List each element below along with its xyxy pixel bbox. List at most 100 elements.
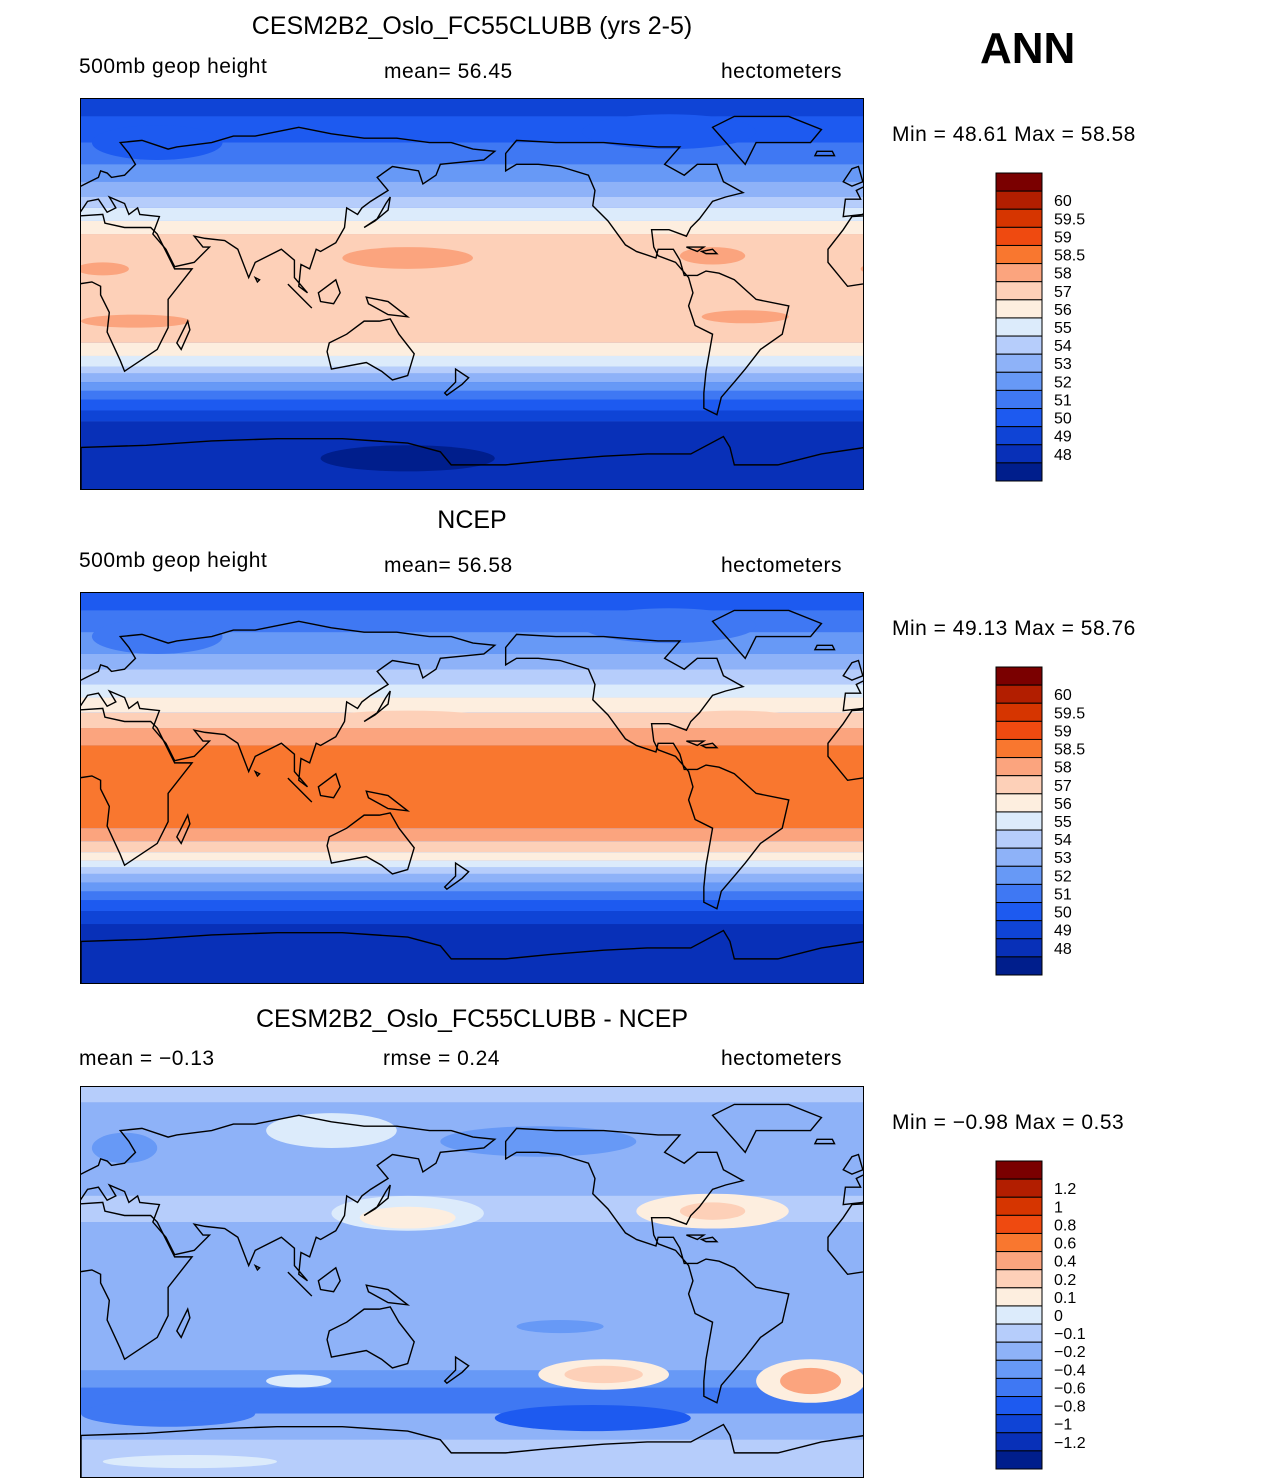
- contour-band-11: [81, 366, 863, 374]
- colorbar-label-9: 53: [1054, 356, 1072, 373]
- contour-band-13: [81, 860, 863, 868]
- colorbar-label-6: 56: [1054, 302, 1072, 319]
- colorbar-label-0: 60: [1054, 193, 1072, 210]
- contour-band-12: [81, 852, 863, 861]
- colorbar-box-10: [995, 1341, 1043, 1361]
- coastline-14: [177, 321, 190, 349]
- obs-map: [80, 592, 864, 984]
- model-map-plot: [81, 99, 863, 489]
- contour-blob-8: [564, 1365, 643, 1384]
- contour-band-15: [81, 399, 863, 411]
- colorbar-box-3: [995, 1214, 1043, 1234]
- colorbar-label-10: 52: [1054, 374, 1072, 391]
- contour-band-8: [81, 234, 863, 343]
- colorbar-label-6: 56: [1054, 796, 1072, 813]
- model-colorbar: 60 59.5 59 58.5 58 57 56 55 54 53 52 51 50 49 48: [995, 172, 1116, 483]
- coastline-0: [81, 1202, 192, 1359]
- colorbar-box-7: [995, 1287, 1043, 1307]
- contour-band-5: [81, 197, 863, 208]
- contour-band-4: [81, 181, 863, 197]
- coastline-13: [815, 645, 835, 649]
- colorbar-box-13: [995, 1396, 1043, 1416]
- contour-blob-1: [581, 608, 757, 644]
- colorbar-box-4: [995, 738, 1043, 759]
- diff-map-plot: [81, 1087, 863, 1477]
- panel-mean-label: mean = −0.13: [79, 1047, 215, 1070]
- coastline-5: [318, 280, 340, 304]
- colorbar-label-4: 0.4: [1054, 1254, 1076, 1271]
- colorbar-label-11: 51: [1054, 392, 1072, 409]
- coastline-5: [318, 774, 340, 798]
- panel-title-obs: NCEP: [437, 506, 507, 534]
- colorbar-label-3: 58.5: [1054, 742, 1085, 759]
- coastline-4: [288, 778, 312, 802]
- panel-units-label: hectometers: [721, 60, 843, 83]
- coastline-5: [318, 1268, 340, 1292]
- contour-band-11: [81, 841, 863, 853]
- colorbar-box-1: [995, 1178, 1043, 1198]
- colorbar-label-2: 59: [1054, 229, 1072, 246]
- colorbar-box-11: [995, 1359, 1043, 1379]
- colorbar-label-5: 57: [1054, 284, 1072, 301]
- colorbar-label-14: −1.2: [1054, 1435, 1086, 1452]
- colorbar-label-14: 48: [1054, 941, 1072, 958]
- colorbar-box-14: [995, 1414, 1043, 1434]
- contour-band-4: [81, 1370, 863, 1388]
- colorbar-box-5: [995, 757, 1043, 777]
- colorbar-label-10: −0.4: [1054, 1362, 1086, 1379]
- coastline-1: [81, 1115, 495, 1281]
- colorbar-box-9: [995, 829, 1043, 849]
- colorbar-box-8: [995, 1305, 1043, 1325]
- contour-band-13: [81, 382, 863, 391]
- colorbar-label-3: 58.5: [1054, 248, 1085, 265]
- colorbar-box-15: [995, 938, 1043, 958]
- colorbar-label-8: −0.1: [1054, 1326, 1086, 1343]
- coastline-15: [255, 772, 259, 776]
- contour-blob-2: [81, 262, 129, 276]
- colorbar-box-13: [995, 408, 1043, 428]
- contour-band-14: [81, 867, 863, 874]
- contour-blob-3: [81, 314, 190, 328]
- colorbar-label-5: 0.2: [1054, 1272, 1076, 1289]
- colorbar-box-6: [995, 1269, 1043, 1289]
- colorbar-box-1: [995, 190, 1043, 210]
- colorbar-box-2: [995, 702, 1043, 722]
- contour-blob-10: [780, 1367, 842, 1395]
- contour-blob-14: [102, 1455, 278, 1469]
- panel-mean-label: mean= 56.45: [384, 60, 513, 83]
- panel-units-label: hectometers: [721, 554, 843, 577]
- contour-blob-13: [81, 1400, 256, 1427]
- colorbar-box-4: [995, 244, 1043, 265]
- coastline-12: [713, 610, 822, 658]
- colorbar-label-12: −0.8: [1054, 1399, 1086, 1416]
- season-label: ANN: [980, 24, 1076, 73]
- colorbar-box-14: [995, 426, 1043, 446]
- contour-blob-6: [440, 1126, 637, 1157]
- contour-band-8: [81, 728, 863, 746]
- contour-blob-5: [91, 125, 223, 160]
- coastline-0: [81, 708, 192, 865]
- obs-colorbar: 60 59.5 59 58.5 58 57 56 55 54 53 52 51 50 49 48: [995, 666, 1116, 977]
- diff-map: [80, 1086, 864, 1478]
- colorbar-box-3: [995, 720, 1043, 740]
- coastline-16: [81, 931, 864, 984]
- contour-band-16: [81, 410, 863, 422]
- colorbar-box-0: [995, 172, 1043, 192]
- coastline-15: [255, 278, 259, 282]
- colorbar-box-12: [995, 883, 1043, 904]
- colorbar-label-9: −0.2: [1054, 1344, 1086, 1361]
- colorbar-label-14: 48: [1054, 447, 1072, 464]
- coastline-8: [445, 369, 469, 395]
- coastline-8: [445, 863, 469, 889]
- colorbar-label-11: −0.6: [1054, 1380, 1086, 1397]
- colorbar-label-8: 54: [1054, 832, 1072, 849]
- colorbar-box-10: [995, 353, 1043, 373]
- contour-blob-2: [320, 710, 495, 729]
- colorbar-box-0: [995, 1160, 1043, 1180]
- coastline-6: [366, 297, 407, 317]
- coastline-1: [81, 621, 495, 787]
- panel-mean-label: mean= 56.58: [384, 554, 513, 577]
- colorbar-label-12: 50: [1054, 411, 1072, 428]
- coastline-7: [327, 319, 414, 380]
- contour-band-3: [81, 653, 863, 670]
